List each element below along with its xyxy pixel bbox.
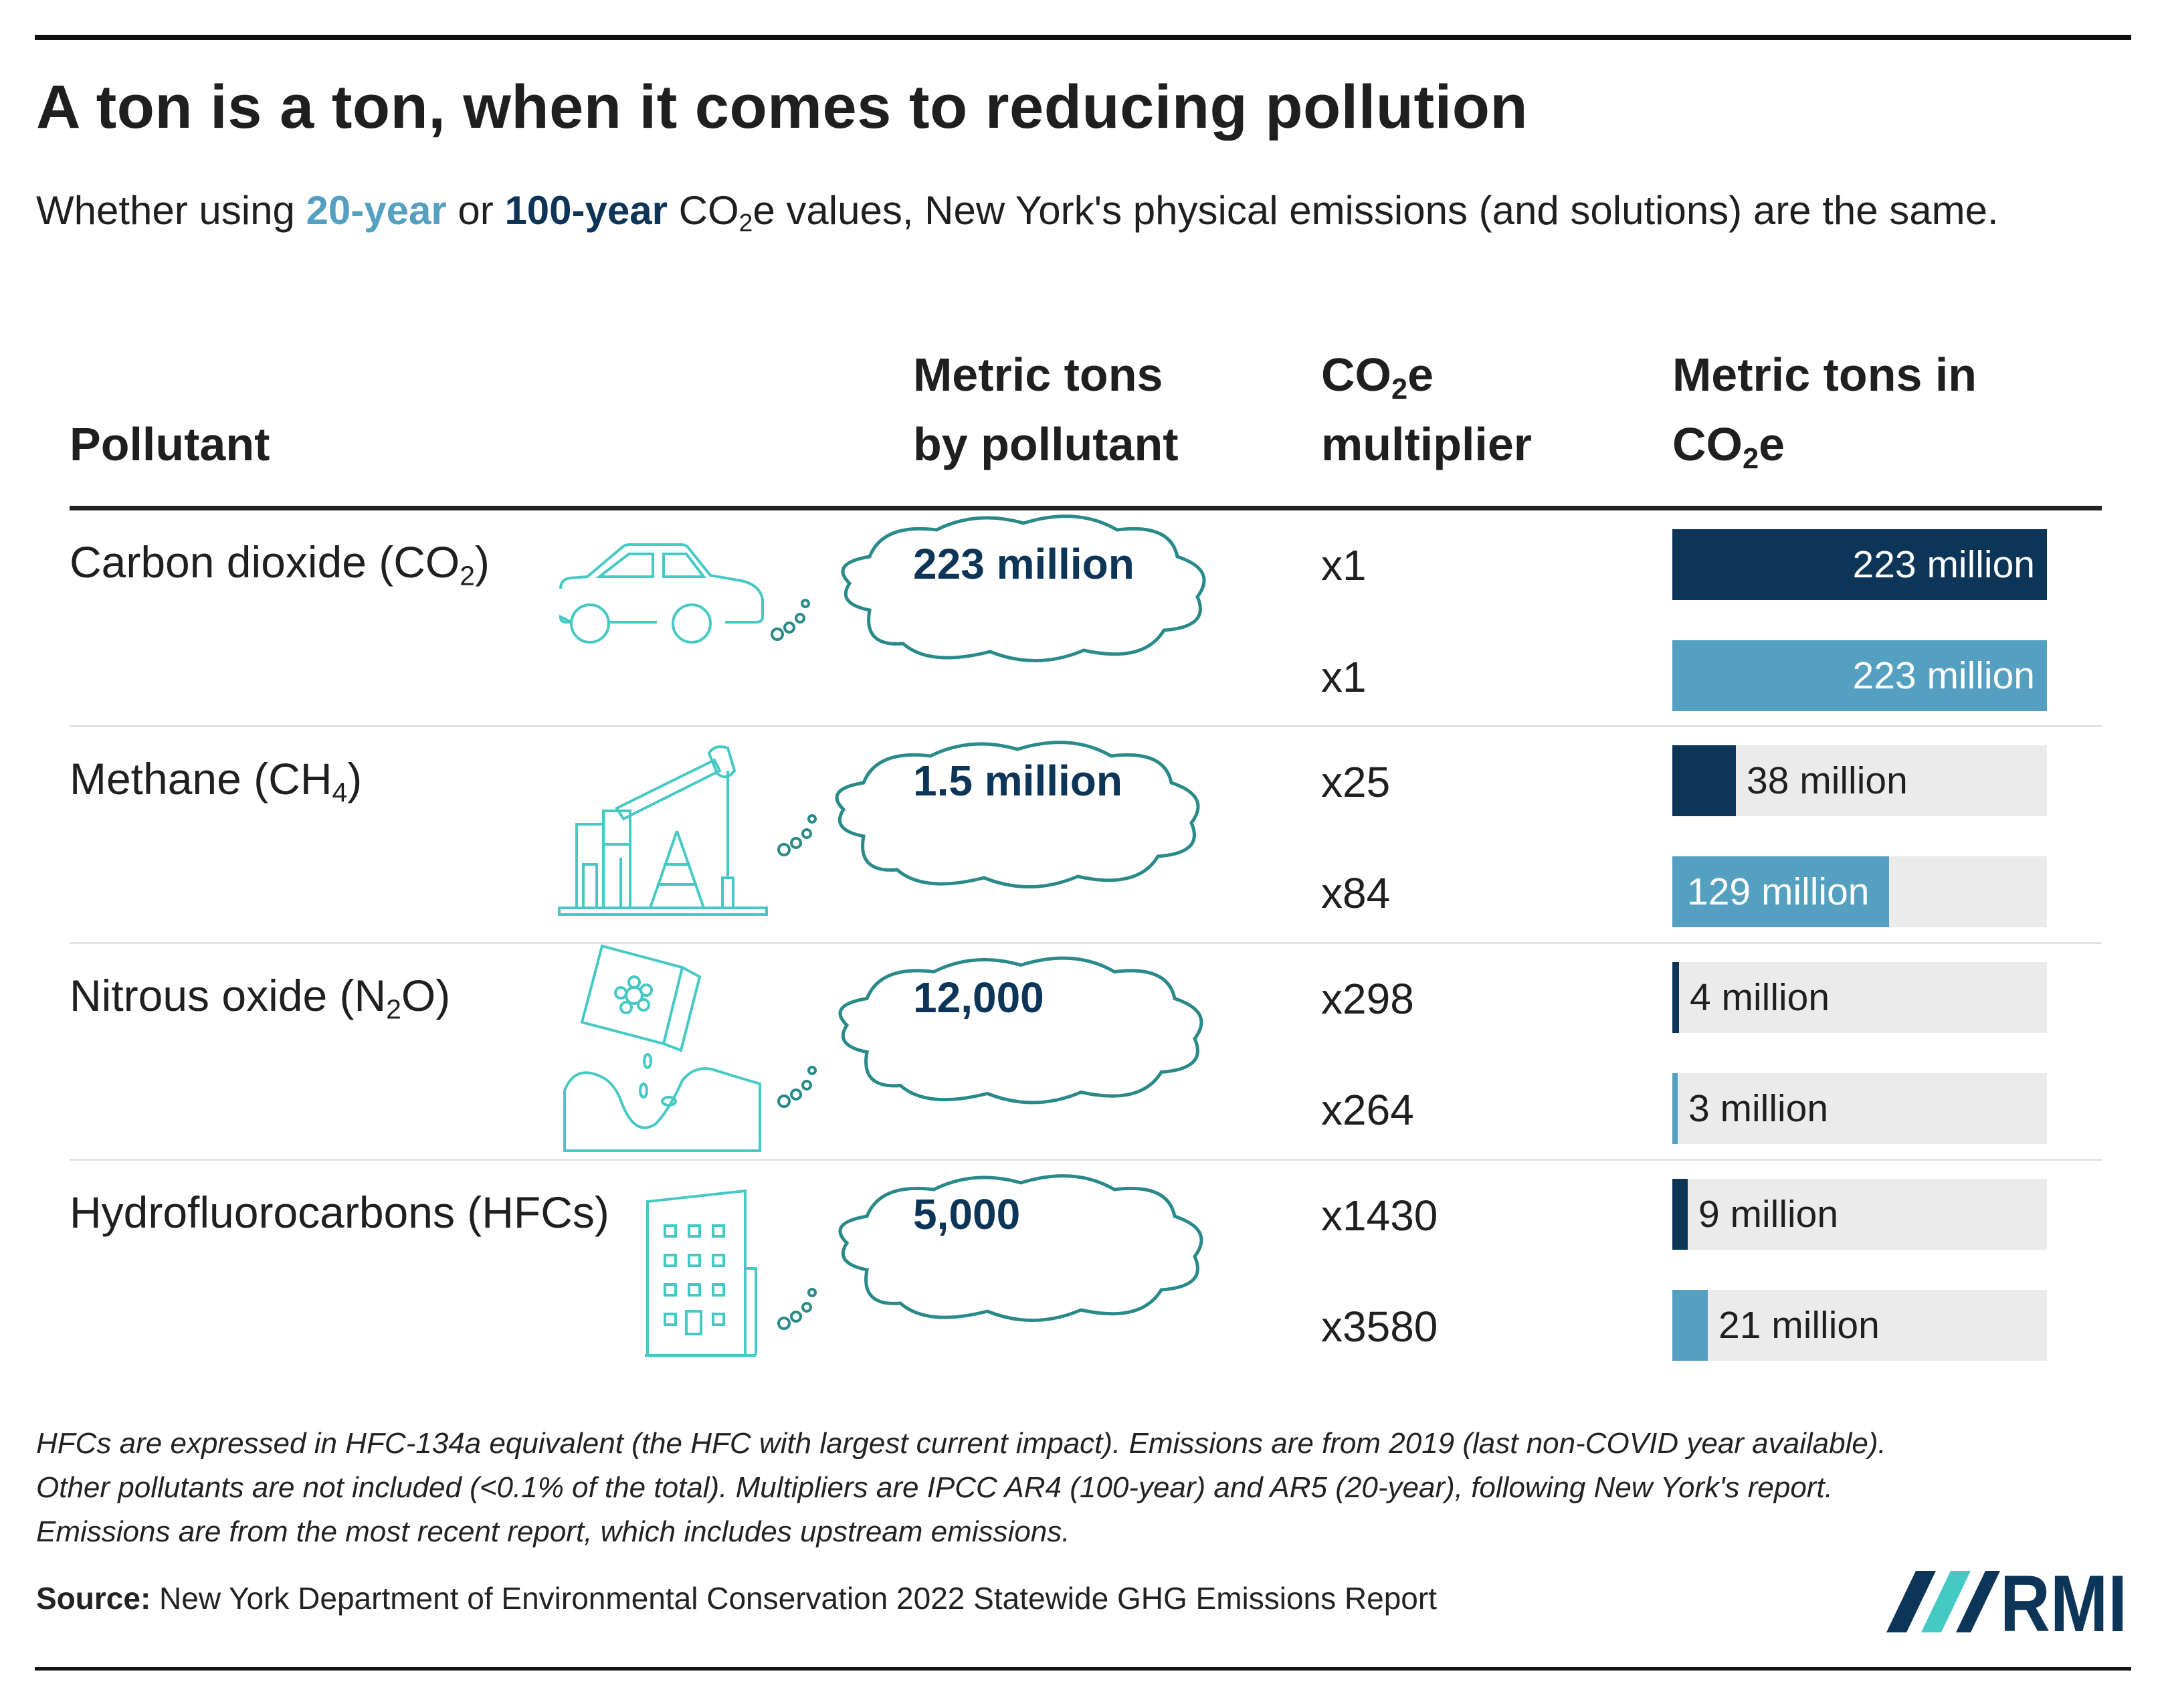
- bar-label-100-ch4: 38 million: [1747, 759, 1908, 802]
- header-metric-tons: Metric tons by pollutant: [913, 349, 1179, 470]
- rmi-logo-icon: RMI: [1886, 1559, 2127, 1648]
- thought-bubbles-icon: [777, 1066, 817, 1108]
- bar-label-20-hfcs: 21 million: [1718, 1304, 1880, 1347]
- pollutant-n2o: Nitrous oxide (N2O): [70, 971, 451, 1025]
- footnote-line: Other pollutants are not included (<0.1%…: [36, 1471, 1833, 1504]
- thought-bubbles-icon: [777, 1288, 817, 1330]
- car-icon: [559, 543, 764, 644]
- row-separator: [70, 1159, 2102, 1161]
- bottom-rule: [35, 1667, 2131, 1671]
- footnotes: HFCs are expressed in HFC-134a equivalen…: [36, 1422, 2043, 1554]
- fertilizer-icon: [563, 944, 761, 1152]
- bar-track: 4 million: [1672, 962, 2047, 1033]
- pollutant-hfcs: Hydrofluorocarbons (HFCs): [70, 1188, 609, 1237]
- bar-label-100-co2: 223 million: [1852, 543, 2035, 586]
- top-rule: [35, 35, 2131, 40]
- bar-track: 223 million: [1672, 529, 2047, 600]
- bar-track: 3 million: [1672, 1073, 2047, 1144]
- row-separator: [70, 942, 2102, 944]
- building-icon: [645, 1189, 757, 1357]
- footnote-line: HFCs are expressed in HFC-134a equivalen…: [36, 1427, 1886, 1460]
- chart-title: A ton is a ton, when it comes to reducin…: [36, 73, 1529, 141]
- chart-subtitle: Whether using 20-year or 100-year CO2e v…: [36, 188, 1999, 237]
- bar-20-n2o: [1672, 1073, 1678, 1144]
- multiplier-20-n2o: x264: [1321, 1086, 1414, 1134]
- bar-20-hfcs: [1672, 1290, 1708, 1361]
- pollutant-co2: Carbon dioxide (CO2): [70, 537, 490, 591]
- bar-track: 223 million: [1672, 640, 2047, 711]
- multiplier-100-ch4: x25: [1321, 758, 1391, 806]
- bar-label-100-n2o: 4 million: [1690, 976, 1830, 1019]
- multiplier-20-co2: x1: [1321, 653, 1367, 701]
- header-rule: [70, 506, 2102, 510]
- multiplier-100-hfcs: x1430: [1321, 1192, 1438, 1240]
- tons-co2: 223 million: [913, 540, 1135, 588]
- tons-hfcs: 5,000: [913, 1190, 1021, 1238]
- legend-20-year: 20-year: [306, 188, 447, 233]
- multiplier-20-ch4: x84: [1321, 869, 1391, 917]
- thought-bubbles-icon: [771, 599, 810, 641]
- bar-20-ch4: [1672, 856, 1889, 927]
- legend-100-year: 100-year: [504, 188, 668, 233]
- cloud-icon: [841, 514, 1206, 662]
- bar-label-100-hfcs: 9 million: [1698, 1193, 1839, 1236]
- bar-100-hfcs: [1672, 1179, 1688, 1250]
- bar-track: 129 million: [1672, 856, 2047, 927]
- cloud-icon: [835, 741, 1200, 888]
- bar-label-20-ch4: 129 million: [1687, 870, 1870, 913]
- cloud-icon: [838, 956, 1203, 1105]
- oil-pump-icon: [558, 745, 768, 916]
- multiplier-20-hfcs: x3580: [1321, 1303, 1438, 1351]
- bar-track: 9 million: [1672, 1179, 2047, 1250]
- bar-100-co2: [1672, 529, 2047, 600]
- bar-label-20-co2: 223 million: [1852, 654, 2035, 697]
- header-co2e-tons: Metric tons in CO2e: [1672, 349, 1977, 476]
- bar-100-n2o: [1672, 962, 1679, 1033]
- cloud-icon: [838, 1174, 1203, 1322]
- row-separator: [70, 725, 2102, 727]
- source-line: Source: New York Department of Environme…: [36, 1581, 1437, 1616]
- footnote-line: Emissions are from the most recent repor…: [36, 1515, 1070, 1548]
- bar-20-co2: [1672, 640, 2047, 711]
- tons-ch4: 1.5 million: [913, 757, 1122, 805]
- bar-100-ch4: [1672, 745, 1736, 816]
- multiplier-100-co2: x1: [1321, 541, 1367, 589]
- bar-label-20-n2o: 3 million: [1688, 1087, 1829, 1130]
- thought-bubbles-icon: [777, 814, 817, 856]
- pollutant-ch4: Methane (CH4): [70, 754, 363, 808]
- bar-track: 38 million: [1672, 745, 2047, 816]
- multiplier-100-n2o: x298: [1321, 975, 1414, 1023]
- rmi-logo-text: RMI: [2000, 1559, 2127, 1648]
- header-multiplier: CO2e multiplier: [1321, 349, 1533, 470]
- header-pollutant: Pollutant: [70, 418, 270, 470]
- bar-track: 21 million: [1672, 1290, 2047, 1361]
- tons-n2o: 12,000: [913, 973, 1044, 1022]
